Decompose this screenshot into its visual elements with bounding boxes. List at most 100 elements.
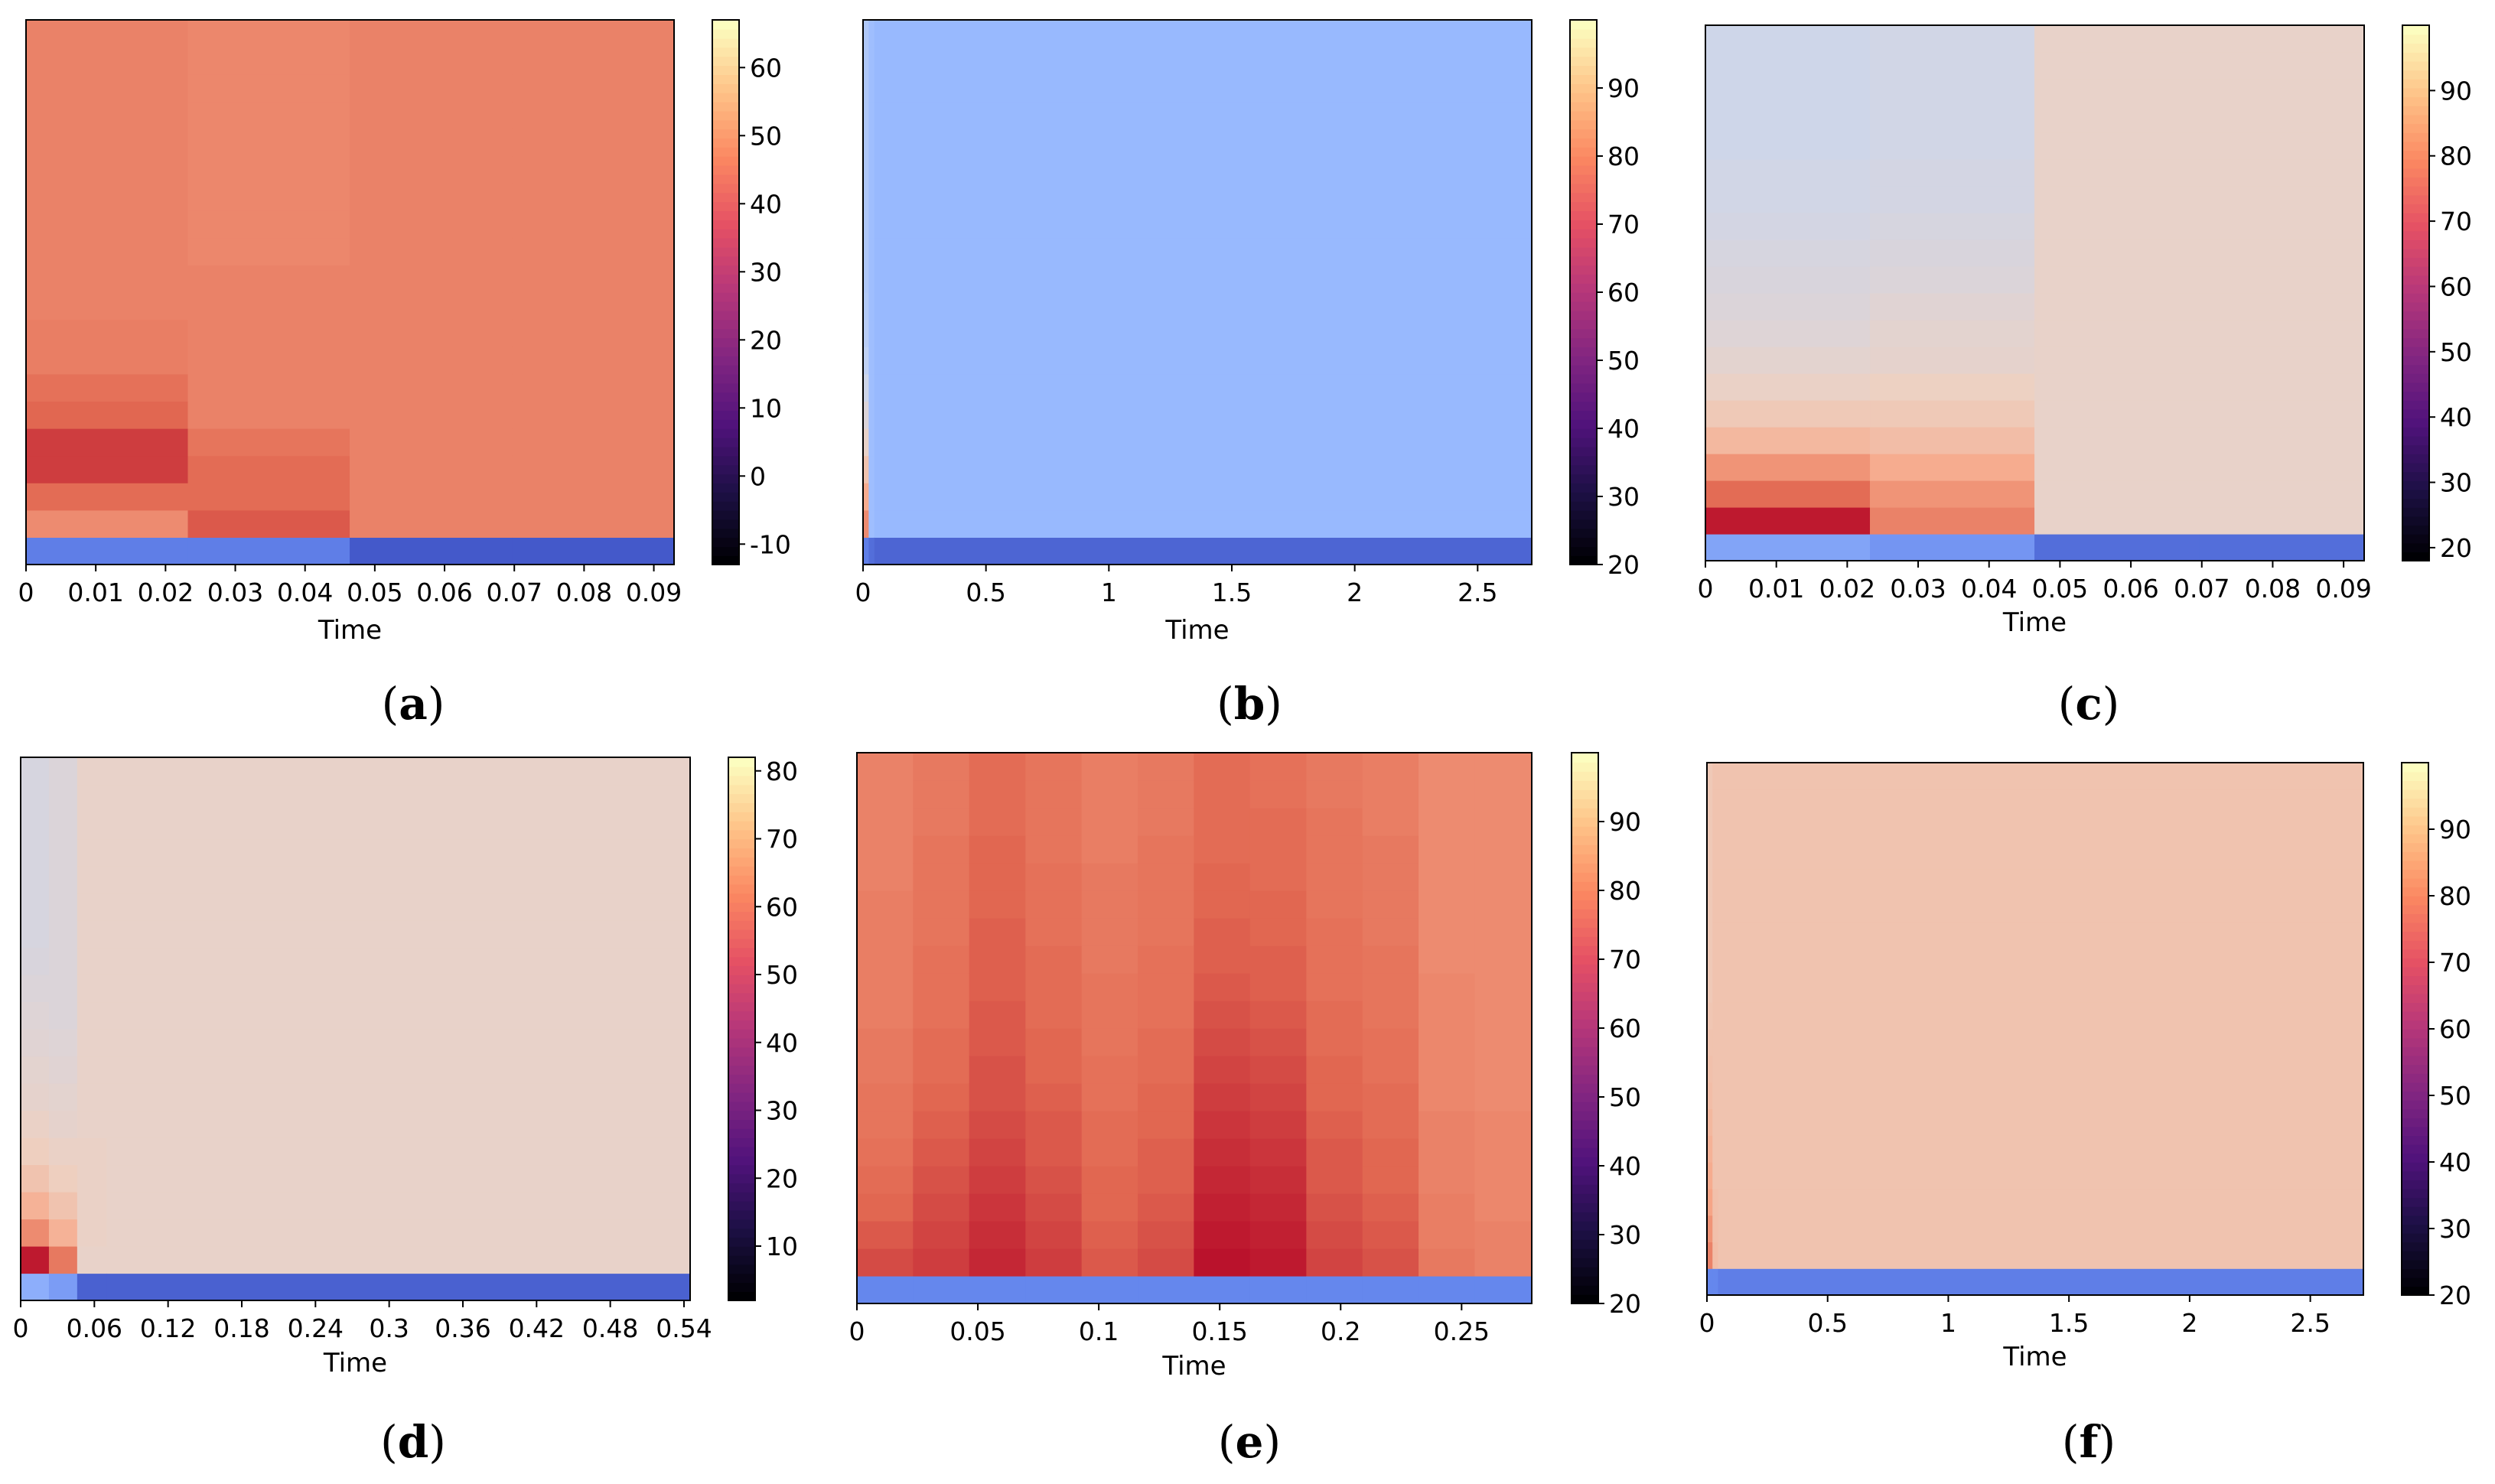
colorbar-segment	[1570, 101, 1597, 112]
colorbar-segment	[1572, 1083, 1598, 1093]
colorbar-segment	[1570, 201, 1597, 211]
colorbar-segment	[1572, 1065, 1598, 1075]
colorbar-segment	[728, 1173, 755, 1183]
heatmap-cell	[1362, 890, 1419, 919]
heatmap-cell	[1081, 1028, 1138, 1056]
heatmap-cell	[868, 537, 875, 565]
heatmap-cell	[1718, 975, 2364, 1003]
colorbar-segment	[1572, 982, 1598, 992]
heatmap-cell	[969, 1166, 1026, 1194]
heatmap-cell	[863, 20, 869, 48]
colorbar-segment	[2402, 382, 2429, 392]
colorbar-segment	[712, 156, 739, 166]
colorbar-segment	[728, 866, 755, 876]
heatmap-cell	[1712, 763, 1719, 790]
colorbar-segment	[1570, 401, 1597, 412]
heatmap-cell	[26, 401, 189, 429]
heatmap-cell	[1306, 1028, 1363, 1056]
colorbar-segment	[2402, 1108, 2428, 1118]
heatmap-cell	[1474, 1001, 1533, 1029]
heatmap-cell	[2034, 159, 2200, 187]
colorbar-segment	[1572, 1239, 1598, 1249]
colorbar-segment	[2402, 480, 2429, 490]
colorbar-segment	[1570, 364, 1597, 375]
heatmap-cell	[77, 920, 107, 949]
heatmap-cell	[350, 373, 513, 402]
heatmap-cell	[969, 863, 1026, 891]
colorbar-segment	[728, 1200, 755, 1211]
heatmap-cell	[1870, 373, 2035, 401]
colorbar-segment	[1572, 955, 1598, 965]
heatmap-cell	[857, 1111, 914, 1139]
colorbar-segment	[1570, 419, 1597, 429]
heatmap-cell	[1081, 1138, 1138, 1167]
heatmap-cell	[868, 319, 875, 347]
colorbar-segment	[1570, 220, 1597, 229]
heatmap-cell	[1705, 266, 1871, 294]
caption-letter: d	[398, 1416, 429, 1468]
heatmap-cell	[1081, 808, 1138, 836]
heatmap-cell	[1249, 1083, 1307, 1111]
heatmap-cell	[857, 1221, 914, 1249]
colorbar-segment	[728, 902, 755, 912]
colorbar-segment	[712, 528, 739, 539]
colorbar-segment	[728, 920, 755, 930]
colorbar-tick-label: 60	[2439, 1014, 2471, 1044]
colorbar-segment	[1572, 927, 1598, 937]
colorbar-tick-label: 60	[1609, 1014, 1641, 1043]
caption-open-paren: (	[1217, 678, 1234, 730]
panel-caption: (f)	[2062, 1416, 2116, 1468]
heatmap-cell	[874, 237, 1533, 265]
colorbar-segment	[712, 255, 739, 266]
heatmap-cell	[1306, 1001, 1363, 1029]
colorbar-segment	[2402, 444, 2429, 454]
colorbar-tick-label: 70	[1609, 945, 1641, 975]
heatmap-cell	[857, 863, 914, 891]
heatmap-cell	[106, 947, 691, 975]
heatmap-cell	[863, 265, 869, 293]
colorbar-segment	[728, 992, 755, 1003]
heatmap-cell	[868, 74, 875, 103]
heatmap-cell	[969, 1111, 1026, 1139]
heatmap-cell	[512, 101, 675, 129]
heatmap-cell	[1870, 213, 2035, 240]
heatmap-cell	[874, 509, 1533, 538]
heatmap-cell	[21, 1029, 50, 1057]
colorbar-segment	[2402, 542, 2429, 553]
heatmap-cell	[21, 947, 50, 975]
colorbar-segment	[728, 1246, 755, 1256]
heatmap-cell	[1194, 1193, 1251, 1222]
colorbar-tick-label: 70	[2439, 948, 2471, 978]
heatmap-cell	[1718, 1162, 2364, 1189]
heatmap-cell	[48, 1273, 78, 1301]
x-tick-label: 1	[1101, 578, 1117, 607]
heatmap-cell	[187, 483, 350, 511]
colorbar-segment	[728, 838, 755, 849]
heatmap-cell	[913, 863, 970, 891]
colorbar-segment	[728, 784, 755, 795]
colorbar-segment	[712, 392, 739, 402]
heatmap-cell	[187, 428, 350, 457]
heatmap-cell	[350, 455, 513, 483]
colorbar-segment	[1572, 1010, 1598, 1020]
heatmap-cell	[1870, 347, 2035, 374]
colorbar-segment	[1572, 1092, 1598, 1102]
colorbar-segment	[1572, 1001, 1598, 1010]
colorbar-tick-label: 80	[2440, 142, 2472, 171]
heatmap-cell	[26, 373, 189, 402]
heatmap-cell	[512, 20, 675, 48]
x-axis-label: Time	[323, 1348, 387, 1378]
heatmap-cell	[350, 265, 513, 293]
colorbar-segment	[728, 1065, 755, 1075]
colorbar-segment	[1572, 991, 1598, 1001]
heatmap-cell	[1712, 1135, 1719, 1163]
colorbar-segment	[728, 1219, 755, 1229]
heatmap-cell	[1707, 1268, 1713, 1296]
colorbar: -10 0 10 20 30 40 50 60	[712, 19, 791, 565]
heatmap-cell	[1249, 1056, 1307, 1084]
heatmap-cell	[913, 945, 970, 974]
colorbar-segment	[1572, 854, 1598, 864]
heatmap-cell	[1419, 1138, 1475, 1167]
colorbar-segment	[728, 1228, 755, 1238]
panel-caption: (a)	[382, 678, 445, 730]
